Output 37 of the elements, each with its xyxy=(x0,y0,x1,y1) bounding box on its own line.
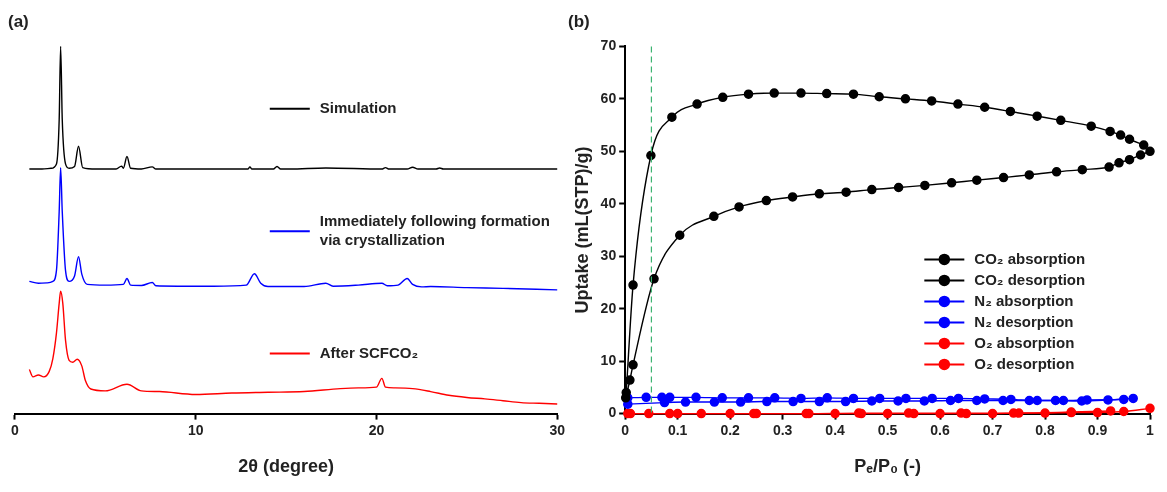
y-tick-label: 10 xyxy=(600,352,617,368)
x-tick-label: 0 xyxy=(621,421,630,438)
legend-label: After SCFCO₂ xyxy=(319,343,419,361)
x-tick-label: 0.3 xyxy=(772,421,793,438)
y-tick-label: 0 xyxy=(608,404,617,421)
legend-label: CO₂ desorption xyxy=(974,270,1086,288)
legend-label: O₂ desorption xyxy=(974,354,1075,372)
chart-title: (b) xyxy=(568,11,590,31)
x-tick-label: 0.5 xyxy=(877,421,898,438)
x-axis-title: 2θ (degree) xyxy=(238,456,334,477)
legend-label: Simulation xyxy=(319,98,397,116)
legend-label: CO₂ absorption xyxy=(974,249,1086,267)
x-axis-title: Pₑ/P₀ (-) xyxy=(854,456,922,477)
x-tick-label: 1 xyxy=(1146,421,1155,438)
y-tick-label: 70 xyxy=(600,37,617,54)
x-tick-label: 0.8 xyxy=(1035,421,1055,438)
legend-label: N₂ desorption xyxy=(974,312,1074,330)
chart-title: (a) xyxy=(8,11,29,31)
y-tick-label: 40 xyxy=(600,194,617,211)
legend-label: O₂ absorption xyxy=(974,333,1075,351)
y-tick-label: 20 xyxy=(600,299,617,316)
legend-label: N₂ absorption xyxy=(974,291,1074,309)
x-tick-label: 0 xyxy=(10,421,19,438)
x-tick-label: 30 xyxy=(549,421,566,438)
x-tick-label: 0.4 xyxy=(825,421,846,438)
y-tick-label: 30 xyxy=(600,247,617,264)
y-tick-label: 50 xyxy=(600,142,617,159)
x-tick-label: 0.1 xyxy=(667,421,688,438)
x-tick-label: 0.6 xyxy=(930,421,951,438)
x-tick-label: 0.7 xyxy=(982,421,1003,438)
legend-label: Immediately following formation via crystallization xyxy=(319,211,550,248)
x-tick-label: 0.2 xyxy=(720,421,741,438)
x-tick-label: 20 xyxy=(368,421,385,438)
x-tick-label: 10 xyxy=(187,421,204,438)
x-tick-label: 0.9 xyxy=(1087,421,1108,438)
y-tick-label: 60 xyxy=(600,89,617,106)
y-axis-title: Uptake (mL(STP)/g) xyxy=(571,146,592,314)
